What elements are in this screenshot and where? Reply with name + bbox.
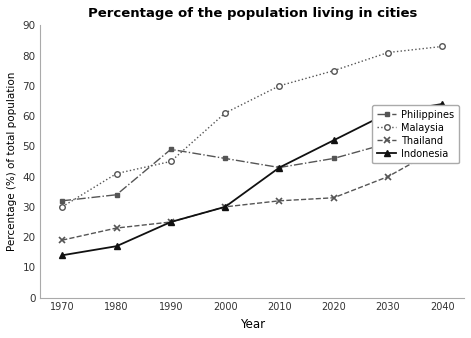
Line: Thailand: Thailand: [59, 144, 445, 243]
Indonesia: [385, 111, 391, 115]
Thailand: [222, 205, 228, 209]
Thailand: [439, 144, 445, 148]
Y-axis label: Percentage (%) of total population: Percentage (%) of total population: [7, 72, 17, 251]
Philippines: [222, 156, 228, 161]
Philippines: [276, 166, 282, 170]
Thailand: [59, 238, 65, 242]
Philippines: [331, 156, 337, 161]
Malaysia: [168, 160, 174, 164]
Thailand: [385, 174, 391, 178]
Line: Malaysia: Malaysia: [59, 44, 445, 210]
Thailand: [276, 199, 282, 203]
Line: Indonesia: Indonesia: [59, 101, 445, 258]
Indonesia: [114, 244, 119, 248]
Thailand: [168, 220, 174, 224]
Malaysia: [59, 205, 65, 209]
Philippines: [114, 193, 119, 197]
Philippines: [385, 141, 391, 145]
Malaysia: [114, 172, 119, 176]
Thailand: [114, 226, 119, 230]
Philippines: [59, 199, 65, 203]
Indonesia: [59, 253, 65, 257]
Thailand: [331, 196, 337, 200]
X-axis label: Year: Year: [240, 318, 265, 331]
Indonesia: [439, 102, 445, 106]
Malaysia: [222, 111, 228, 115]
Indonesia: [331, 138, 337, 142]
Malaysia: [276, 84, 282, 88]
Malaysia: [439, 44, 445, 48]
Indonesia: [276, 166, 282, 170]
Line: Philippines: Philippines: [60, 126, 445, 203]
Philippines: [439, 126, 445, 130]
Malaysia: [331, 69, 337, 73]
Title: Percentage of the population living in cities: Percentage of the population living in c…: [88, 7, 417, 20]
Legend: Philippines, Malaysia, Thailand, Indonesia: Philippines, Malaysia, Thailand, Indones…: [372, 105, 459, 164]
Indonesia: [222, 205, 228, 209]
Philippines: [168, 147, 174, 151]
Malaysia: [385, 50, 391, 54]
Indonesia: [168, 220, 174, 224]
